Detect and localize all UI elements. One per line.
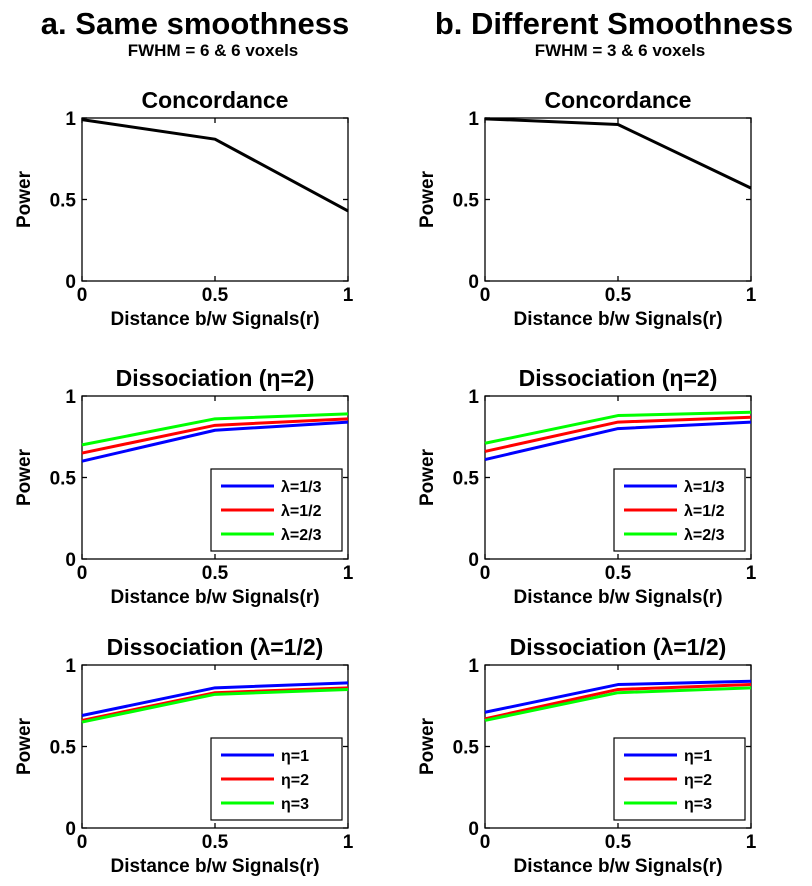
y-axis-label: Power	[417, 170, 438, 228]
chart-panel-3: Dissociation (η=2) 0 0.5 1 0 0.5 1 Distance b/w…	[417, 365, 757, 608]
y-tick-label: 1	[65, 656, 76, 677]
x-axis-label: Distance b/w Signals(r)	[110, 309, 319, 330]
series-line-1	[484, 683, 752, 721]
series-line-2	[81, 687, 349, 724]
legend-label-1: λ=1/2	[684, 503, 725, 520]
legend-label-1: η=2	[281, 772, 309, 789]
x-tick-label: 0	[480, 285, 491, 306]
y-tick-label: 1	[65, 387, 76, 408]
x-tick-label: 0	[480, 563, 491, 584]
column-b-subtitle: FWHM = 3 & 6 voxels	[535, 41, 706, 60]
y-tick-label: 0	[65, 272, 76, 293]
y-tick-label: 0.5	[453, 738, 480, 759]
chart-title: Dissociation (λ=1/2)	[107, 634, 324, 660]
chart-title: Dissociation (η=2)	[116, 365, 315, 391]
x-tick-label: 0.5	[202, 285, 229, 306]
x-tick-label: 0	[77, 285, 88, 306]
y-tick-label: 0.5	[50, 469, 77, 490]
chart-title: Concordance	[142, 87, 289, 113]
plot-area	[81, 117, 349, 282]
x-tick-label: 1	[746, 832, 757, 853]
legend-label-2: η=3	[281, 796, 309, 813]
chart-title: Dissociation (η=2)	[519, 365, 718, 391]
y-tick-label: 1	[468, 656, 479, 677]
x-tick-label: 1	[343, 563, 354, 584]
y-tick-label: 0.5	[50, 191, 77, 212]
legend: η=1 η=2 η=3	[613, 737, 746, 821]
chart-panel-1: Concordance 0 0.5 1 0 0.5 1 Distance b/w Signal…	[417, 87, 757, 330]
series-line-0	[81, 681, 349, 717]
chart-title: Concordance	[545, 87, 692, 113]
chart-panel-5: Dissociation (λ=1/2) 0 0.5 1 0 0.5 1 Distance b…	[417, 634, 757, 877]
legend: λ=1/3 λ=1/2 λ=2/3	[210, 468, 343, 552]
legend: η=1 η=2 η=3	[210, 737, 343, 821]
x-tick-label: 0	[77, 832, 88, 853]
y-tick-label: 1	[468, 387, 479, 408]
chart-panel-4: Dissociation (λ=1/2) 0 0.5 1 0 0.5 1 Distance b…	[14, 634, 354, 877]
y-axis-label: Power	[14, 170, 35, 228]
plot-area	[484, 117, 752, 282]
series-line-0	[81, 420, 349, 463]
x-tick-label: 0.5	[202, 563, 229, 584]
panels: Concordance 0 0.5 1 0 0.5 1 Distance b/w Signal…	[14, 87, 757, 877]
legend-label-0: λ=1/3	[281, 479, 322, 496]
x-tick-label: 1	[343, 832, 354, 853]
y-axis-label: Power	[417, 717, 438, 775]
series-line-0	[81, 118, 349, 213]
legend: λ=1/3 λ=1/2 λ=2/3	[613, 468, 746, 552]
legend-label-2: λ=2/3	[281, 527, 322, 544]
legend-label-0: λ=1/3	[684, 479, 725, 496]
series-line-2	[484, 410, 752, 445]
x-axis-label: Distance b/w Signals(r)	[513, 587, 722, 608]
y-axis-label: Power	[14, 717, 35, 775]
y-tick-label: 0.5	[453, 469, 480, 490]
legend-label-0: η=1	[684, 748, 712, 765]
x-tick-label: 0.5	[605, 563, 632, 584]
series-line-2	[81, 412, 349, 447]
x-tick-label: 0.5	[202, 832, 229, 853]
series-line-1	[81, 686, 349, 722]
x-axis-label: Distance b/w Signals(r)	[110, 587, 319, 608]
x-tick-label: 0	[480, 832, 491, 853]
series-line-0	[484, 117, 752, 190]
series-line-1	[484, 415, 752, 453]
series-line-2	[484, 686, 752, 722]
y-tick-label: 0	[65, 550, 76, 571]
legend-label-0: η=1	[281, 748, 309, 765]
x-tick-label: 0.5	[605, 832, 632, 853]
y-tick-label: 0	[468, 819, 479, 840]
series-line-0	[484, 420, 752, 462]
x-tick-label: 1	[746, 563, 757, 584]
column-a-subtitle: FWHM = 6 & 6 voxels	[128, 41, 299, 60]
y-tick-label: 0.5	[453, 191, 480, 212]
x-tick-label: 1	[746, 285, 757, 306]
series-line-0	[484, 679, 752, 714]
column-a-title: a. Same smoothness	[41, 6, 349, 41]
y-tick-label: 1	[468, 109, 479, 130]
chart-panel-2: Dissociation (η=2) 0 0.5 1 0 0.5 1 Distance b/w…	[14, 365, 354, 608]
chart-title: Dissociation (λ=1/2)	[510, 634, 727, 660]
series-line-1	[81, 417, 349, 455]
y-axis-label: Power	[417, 448, 438, 506]
chart-panel-0: Concordance 0 0.5 1 0 0.5 1 Distance b/w Signal…	[14, 87, 354, 330]
legend-label-2: λ=2/3	[684, 527, 725, 544]
y-tick-label: 0	[468, 272, 479, 293]
legend-label-2: η=3	[684, 796, 712, 813]
column-b-title: b. Different Smoothness	[435, 6, 793, 41]
legend-label-1: λ=1/2	[281, 503, 322, 520]
y-axis-label: Power	[14, 448, 35, 506]
y-tick-label: 0	[65, 819, 76, 840]
legend-label-1: η=2	[684, 772, 712, 789]
y-tick-label: 0	[468, 550, 479, 571]
x-tick-label: 0.5	[605, 285, 632, 306]
y-tick-label: 1	[65, 109, 76, 130]
y-tick-label: 0.5	[50, 738, 77, 759]
x-axis-label: Distance b/w Signals(r)	[513, 309, 722, 330]
x-axis-label: Distance b/w Signals(r)	[513, 856, 722, 877]
x-tick-label: 1	[343, 285, 354, 306]
x-tick-label: 0	[77, 563, 88, 584]
x-axis-label: Distance b/w Signals(r)	[110, 856, 319, 877]
